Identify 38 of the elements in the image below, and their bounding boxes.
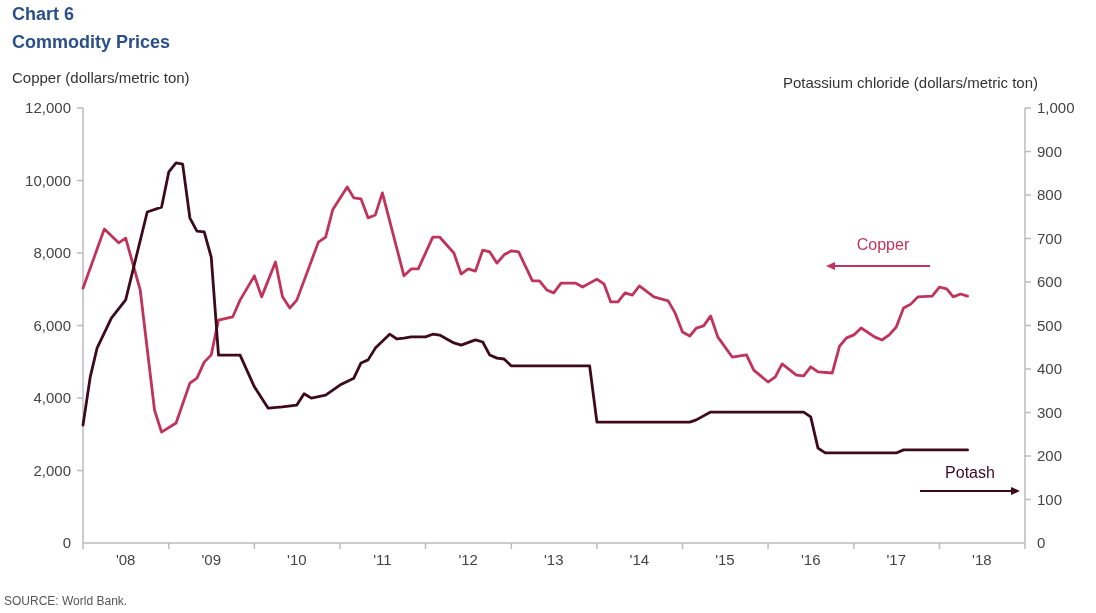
chart-subtitle: Commodity Prices — [12, 32, 171, 52]
series-label: Potash — [945, 464, 995, 481]
y2-tick-label: 400 — [1037, 360, 1063, 378]
x-tick-label: '16 — [800, 551, 821, 568]
y2-tick-label: 300 — [1037, 403, 1063, 421]
x-tick-label: '09 — [201, 551, 222, 568]
y2-tick-label: 0 — [1037, 534, 1046, 552]
x-tick-label: '08 — [115, 551, 136, 568]
y2-tick-label: 700 — [1037, 229, 1063, 247]
y-tick-label: 8,000 — [33, 244, 71, 262]
y2-tick-label: 100 — [1037, 490, 1063, 508]
y-tick-label: 2,000 — [33, 461, 71, 479]
x-tick-label: '11 — [373, 551, 392, 568]
line-series — [81, 161, 969, 455]
y2-tick-label: 1,000 — [1037, 99, 1075, 117]
x-tick-label: '18 — [972, 551, 992, 568]
y2-tick-label: 500 — [1037, 316, 1063, 334]
y-axis-title: Copper (dollars/metric ton) — [12, 69, 190, 86]
line-series — [81, 185, 969, 434]
y2-tick-label: 900 — [1037, 142, 1063, 160]
y2-tick-label: 200 — [1037, 447, 1063, 465]
y-tick-label: 12,000 — [25, 99, 71, 117]
y-tick-label: 6,000 — [33, 316, 71, 334]
x-tick-label: '13 — [543, 551, 564, 568]
y-tick-label: 4,000 — [33, 389, 71, 407]
x-tick-label: '10 — [287, 551, 307, 568]
x-tick-label: '15 — [715, 551, 735, 568]
source-note: SOURCE: World Bank. — [4, 594, 128, 608]
text: Copper — [856, 236, 910, 253]
y2-axis-title: Potassium chloride (dollars/metric ton) — [782, 74, 1038, 91]
y-tick-label: 10,000 — [25, 171, 71, 189]
x-tick-label: '12 — [458, 551, 478, 568]
x-tick-label: '14 — [629, 551, 650, 568]
chart-title: Chart 6 — [12, 4, 75, 24]
y2-tick-label: 800 — [1037, 186, 1063, 204]
y2-tick-label: 600 — [1037, 273, 1063, 291]
y-tick-label: 0 — [62, 534, 71, 552]
x-tick-label: '17 — [886, 551, 907, 568]
